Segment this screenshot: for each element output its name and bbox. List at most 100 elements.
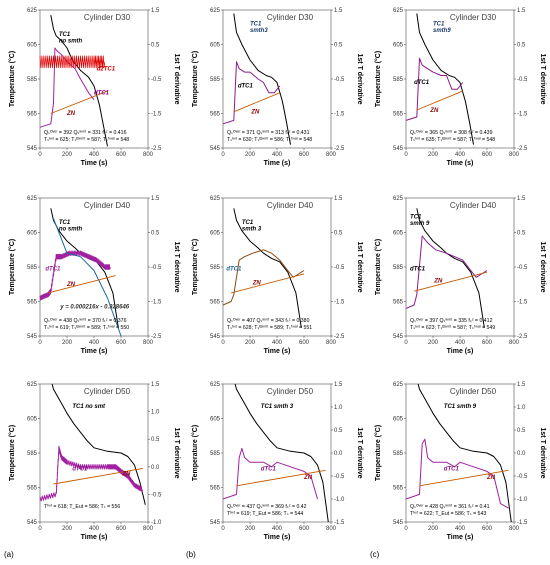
- column-label-c: (c): [370, 550, 380, 559]
- stats-line: Tᴵⁿⁱᵗ = 618; T_Eut = 586; Tₛ = 556: [44, 503, 120, 510]
- chart-svg: 0 200 400 600 800 545 565 585 605 625 -1.5 -1.0 -0.5…: [191, 382, 363, 541]
- x-tick-label: 800: [143, 152, 154, 158]
- y-tick-label: 545: [27, 146, 38, 152]
- series-tc1-line: [50, 15, 108, 147]
- annotation-line: ZN: [429, 108, 439, 114]
- y2-tick-label: -0.5: [334, 474, 345, 480]
- x-tick-label: 200: [428, 340, 439, 346]
- annotation-line: TC1: [433, 22, 445, 28]
- y-tick-label: 545: [210, 334, 221, 340]
- y2-tick-label: 0.5: [334, 428, 343, 434]
- x-axis-label: Time (s): [447, 534, 474, 541]
- x-tick-label: 200: [62, 152, 73, 158]
- stats-line: Qₛᴼᵛᵉʳ = 437 Qₛᴵⁿᵐᵗ = 369 fₛᶻ = 0.42: [227, 504, 307, 510]
- y-tick-label: 585: [210, 265, 221, 271]
- y-tick-label: 605: [27, 417, 38, 423]
- y-tick-label: 585: [210, 451, 221, 457]
- y2-tick-label: 0.5: [517, 43, 526, 49]
- y2-tick-label: 1.5: [151, 196, 160, 202]
- x-tick-label: 600: [116, 152, 127, 158]
- annotation-line: TC1 no smt: [72, 404, 106, 410]
- x-axis-label: Time (s): [81, 160, 108, 167]
- series-zn-line: [230, 273, 305, 294]
- annotation-eq: y = 0.000216x - 0.928646: [59, 304, 130, 310]
- x-tick-label: 0: [221, 340, 225, 346]
- chart-title: Cylinder D30: [450, 13, 497, 22]
- y2-tick-label: -2.5: [334, 334, 345, 340]
- y-axis-label: Temperature (°C): [374, 425, 382, 481]
- y2-axis-label: 1st T derivative: [173, 242, 180, 293]
- x-tick-label: 800: [143, 526, 154, 532]
- y-tick-label: 565: [393, 486, 404, 492]
- stats-line: Tᴵⁿⁱᵗ = 622; T_Eut = 586; Tₛ = 543: [410, 510, 486, 517]
- y2-tick-label: 1.0: [334, 405, 343, 411]
- plot-frame: [405, 9, 515, 149]
- series-dtc1-line: [222, 249, 305, 306]
- y2-tick-label: -1.5: [517, 112, 528, 118]
- y-tick-label: 585: [27, 265, 38, 271]
- stats-line: Tᴵⁿⁱᵗ = 619; T_Eut = 586; Tₛ = 544: [227, 510, 303, 517]
- series-dtc1-line: [222, 447, 318, 500]
- y-tick-label: 605: [393, 417, 404, 423]
- y2-tick-label: 1.5: [517, 196, 526, 202]
- x-tick-label: 200: [245, 340, 256, 346]
- chart-svg: 0 200 400 600 800 545 565 585 605 625 -2.5 -1.5 -0.5…: [191, 196, 363, 355]
- y-tick-label: 565: [393, 300, 404, 306]
- y2-tick-label: 0.5: [151, 43, 160, 49]
- stats-line: Tₛᴵⁿⁱᵗ = 625; Tₛᴱᴵⁿᵐᵗ = 587; Tₛᶠⁱⁿᵃˡ = 5…: [44, 136, 129, 143]
- panel-d40-no-smth: 0 200 400 600 800 545 565 585 605 625 -2.5 -1.5 -0.5…: [2, 190, 182, 375]
- panel-d40-smth3: 0 200 400 600 800 545 565 585 605 625 -2.5 -1.5 -0.5…: [185, 190, 365, 375]
- annotation-tc: TC1 smth3: [250, 22, 268, 35]
- y2-tick-label: 0.0: [517, 451, 526, 457]
- y-axis-label: Temperature (°C): [374, 239, 382, 295]
- annotation-tc: TC1 smth 3: [261, 404, 294, 410]
- x-tick-label: 800: [326, 340, 337, 346]
- stats-line: Qₛᴼᵛᵉʳ = 438 Qₛᴵⁿᵐᵗ = 370 fₛᶻ = 0.376: [44, 318, 127, 324]
- annotation-line: smth 9: [410, 221, 430, 227]
- y2-tick-label: -2.5: [151, 334, 162, 340]
- x-tick-label: 800: [509, 526, 520, 532]
- annotation-line: dTC1: [45, 266, 61, 272]
- x-tick-label: 400: [89, 340, 100, 346]
- stats-line: Qₛᴼᵛᵉʳ = 365 Qₛᴵⁿᵐᵗ = 308 fₛᶻ = 0.439: [410, 130, 493, 136]
- annotation-tc: TC1 smth 9: [410, 215, 430, 228]
- x-tick-label: 400: [455, 526, 466, 532]
- stats-line: Qₛᴼᵛᵉʳ = 397 Qₛᴵⁿᵐᵗ = 335 fₛᶻ = 0.412: [410, 318, 493, 324]
- y-tick-label: 585: [393, 451, 404, 457]
- y2-tick-label: -0.5: [517, 474, 528, 480]
- annotation-tc: TC1 no smth: [59, 220, 83, 233]
- y-axis-label: Temperature (°C): [8, 425, 16, 481]
- y2-tick-label: 1.5: [517, 8, 526, 14]
- series-dtc1-line: [39, 47, 95, 128]
- annotation-line: TC1 smth 9: [444, 404, 477, 410]
- y2-tick-label: -2.5: [151, 146, 162, 152]
- chart-title: Cylinder D30: [267, 13, 314, 22]
- y2-tick-label: -1.5: [517, 300, 528, 306]
- annotation-line: smth3: [250, 28, 268, 34]
- y-tick-label: 585: [393, 77, 404, 83]
- annotation-zn: ZN: [252, 280, 262, 286]
- annotation-line: y = 0.000216x - 0.928646: [59, 304, 130, 310]
- annotation-line: ZN: [66, 111, 76, 117]
- series-tc1-line: [51, 383, 146, 505]
- x-tick-label: 600: [482, 152, 493, 158]
- y-tick-label: 625: [27, 8, 38, 14]
- series-tc1-line: [233, 208, 302, 328]
- panel-d50-no-smth: 0 200 400 600 800 545 565 585 605 625 -1.0 -0.5 0.0 0…: [2, 376, 182, 561]
- y2-axis-label: 1st T derivative: [356, 242, 363, 293]
- x-tick-label: 600: [299, 152, 310, 158]
- y2-axis-label: 1st T derivative: [173, 428, 180, 479]
- plot-frame: [222, 9, 332, 149]
- y2-tick-label: 1.0: [517, 405, 526, 411]
- series-tc1-line: [417, 383, 512, 523]
- y2-axis-label: 1st T derivative: [539, 242, 546, 293]
- x-tick-label: 200: [428, 526, 439, 532]
- y-tick-label: 585: [210, 77, 221, 83]
- annotation-line: dTC1: [261, 466, 277, 472]
- y2-tick-label: 0.0: [151, 465, 160, 471]
- y-tick-label: 545: [210, 146, 221, 152]
- y2-tick-label: 0.5: [151, 437, 160, 443]
- x-axis-label: Time (s): [81, 534, 108, 541]
- annotation-dtc: dTC1: [444, 466, 460, 472]
- annotation-dtc: dTC1: [261, 466, 277, 472]
